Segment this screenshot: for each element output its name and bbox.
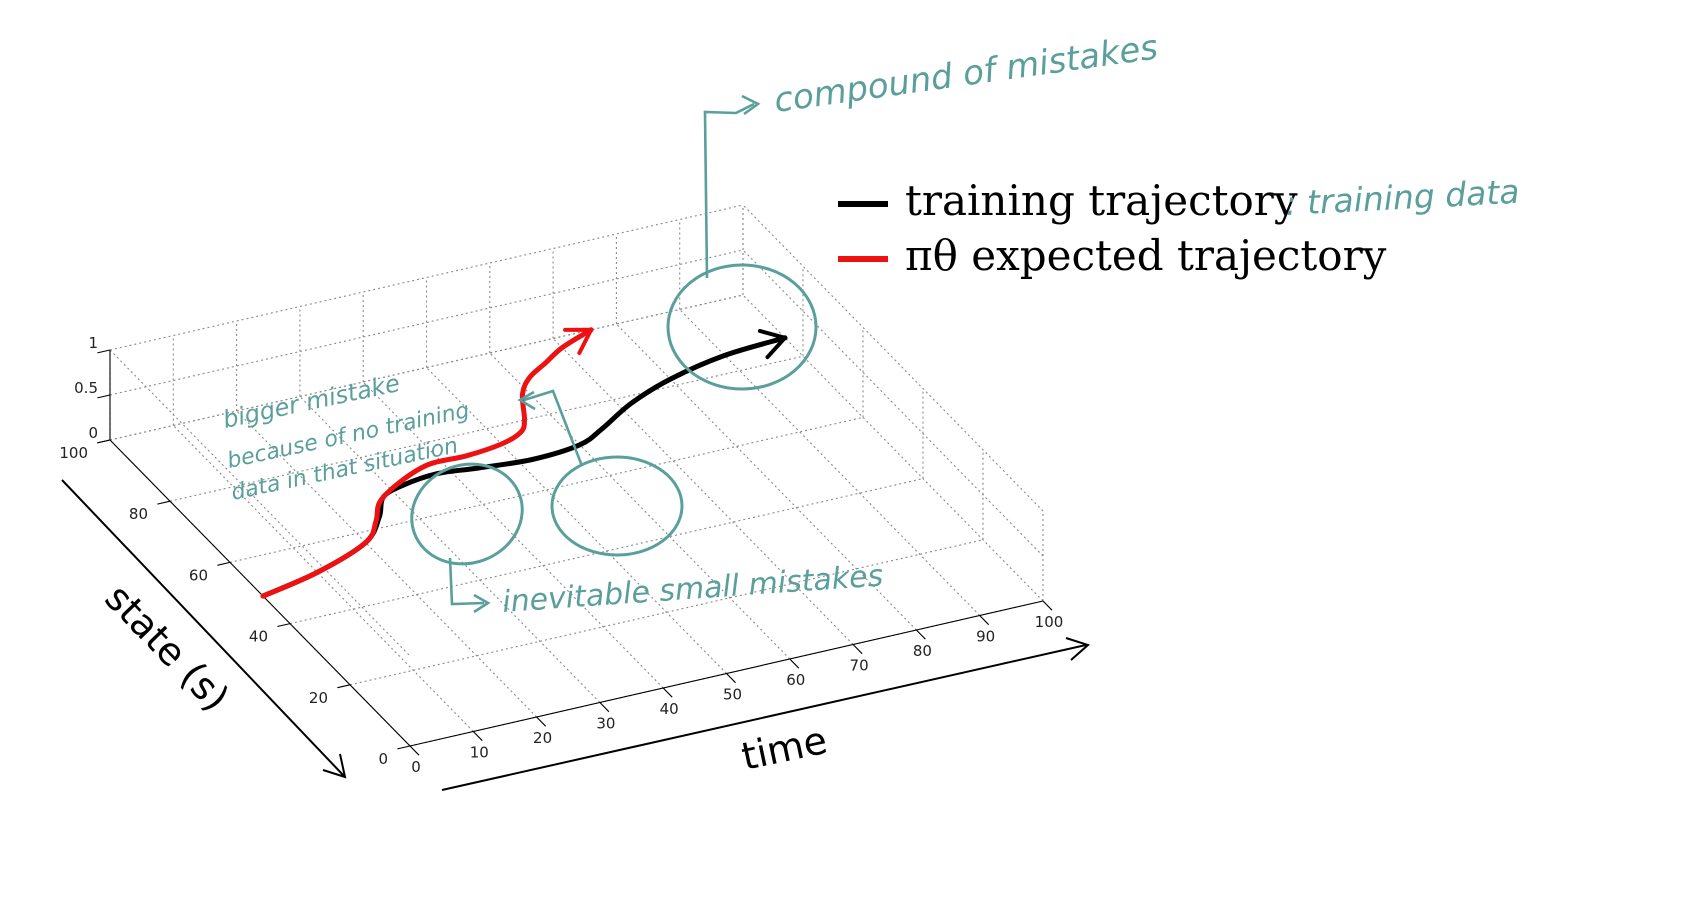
time-tick-label: 100 [1035,613,1064,631]
time-tick-mark [599,702,610,713]
state-axis-line [109,439,411,747]
state-axis-arrow [61,479,345,777]
floor-grid-line [299,396,601,703]
legend: training trajectory πθ expected trajecto… [838,176,1387,280]
z-tick-mark [97,394,111,399]
y-axis-label: state (s) [97,576,238,720]
time-tick-mark [852,644,863,655]
legend-label-expected: πθ expected trajectory [905,231,1387,280]
compound-pointer [703,102,755,279]
grid [109,204,1044,747]
floor-grid-line [552,338,854,645]
small-pointer-head [473,593,491,614]
state-tick-label: 60 [189,566,208,584]
time-tick-mark [662,687,673,698]
small-circle [410,462,524,566]
time-tick-mark [536,716,546,727]
time-tick-label: 60 [786,671,805,689]
time-axis-arrow [441,644,1087,791]
time-tick-label: 0 [411,758,421,776]
state-axis-arrowhead [322,753,347,779]
bigger-circle [550,455,684,557]
state-tick-mark [217,561,231,566]
compound-circle [666,263,818,391]
side-wall-grid-line [742,204,1044,512]
floor-grid-line [362,381,664,689]
legend-label-training: training trajectory [905,176,1298,225]
z-tick-label: 0 [88,424,98,442]
floor-grid-line [169,355,804,502]
time-tick-label: 30 [596,715,615,733]
back-wall-grid-line [109,204,744,351]
x-axis-label: time [738,718,831,779]
floor-grid-line [289,478,924,625]
floor-grid-line [616,323,917,631]
small-pointer [448,557,485,606]
time-tick-label: 90 [976,628,995,646]
time-tick-label: 40 [660,700,679,718]
legend-note: : training data [1284,172,1520,223]
state-tick-mark [277,623,291,628]
axis-arrows [61,479,1090,791]
time-tick-mark [789,658,800,669]
state-tick-label: 0 [378,750,388,768]
expected-trajectory-arrowhead [563,327,594,356]
state-tick-label: 20 [309,689,328,707]
expected-trajectory-line [260,327,594,599]
axes-frame [97,349,1053,756]
z-tick-mark [97,439,111,444]
time-tick-label: 10 [470,744,489,762]
time-tick-label: 80 [913,642,932,660]
training-trajectory-arrowhead [757,328,787,360]
time-tick-mark [472,731,483,742]
top-edge-line [109,349,411,657]
bigger-pointer [523,389,584,467]
annotations: : training data compound of mistakes big… [220,27,1520,620]
time-tick-mark [979,615,990,626]
state-tick-label: 100 [59,444,88,462]
floor-grid-line [679,309,981,616]
side-wall-grid-line [742,249,1044,557]
state-tick-mark [397,745,411,750]
back-wall-grid-line [109,249,744,396]
floor-grid-line [742,294,1044,602]
time-tick-mark [726,673,736,684]
floor-grid-line [489,352,791,660]
time-axis-arrowhead [1065,637,1090,661]
floor-grid-line [236,410,537,718]
time-tick-mark [409,745,420,756]
floor-grid-line [229,416,864,563]
time-tick-mark [1042,600,1053,611]
floor-grid-line [349,539,984,686]
data-series [260,327,788,599]
state-tick-label: 40 [249,628,268,646]
state-tick-mark [157,500,171,505]
compound-note: compound of mistakes [772,27,1161,120]
z-tick-mark [97,349,111,354]
z-tick-label: 0.5 [74,379,98,397]
back-wall-grid-line [109,294,744,441]
time-tick-mark [916,629,926,640]
floor-grid-line [172,425,474,732]
time-tick-label: 70 [850,657,869,675]
time-tick-label: 20 [533,729,552,747]
floor-grid-line [426,367,727,674]
z-tick-label: 1 [88,334,98,352]
time-tick-label: 50 [723,686,742,704]
state-tick-mark [337,684,351,689]
state-tick-label: 80 [129,505,148,523]
compound-pointer-head [741,94,761,116]
bigger-pointer-head [517,390,536,411]
small-note: inevitable small mistakes [501,558,884,620]
